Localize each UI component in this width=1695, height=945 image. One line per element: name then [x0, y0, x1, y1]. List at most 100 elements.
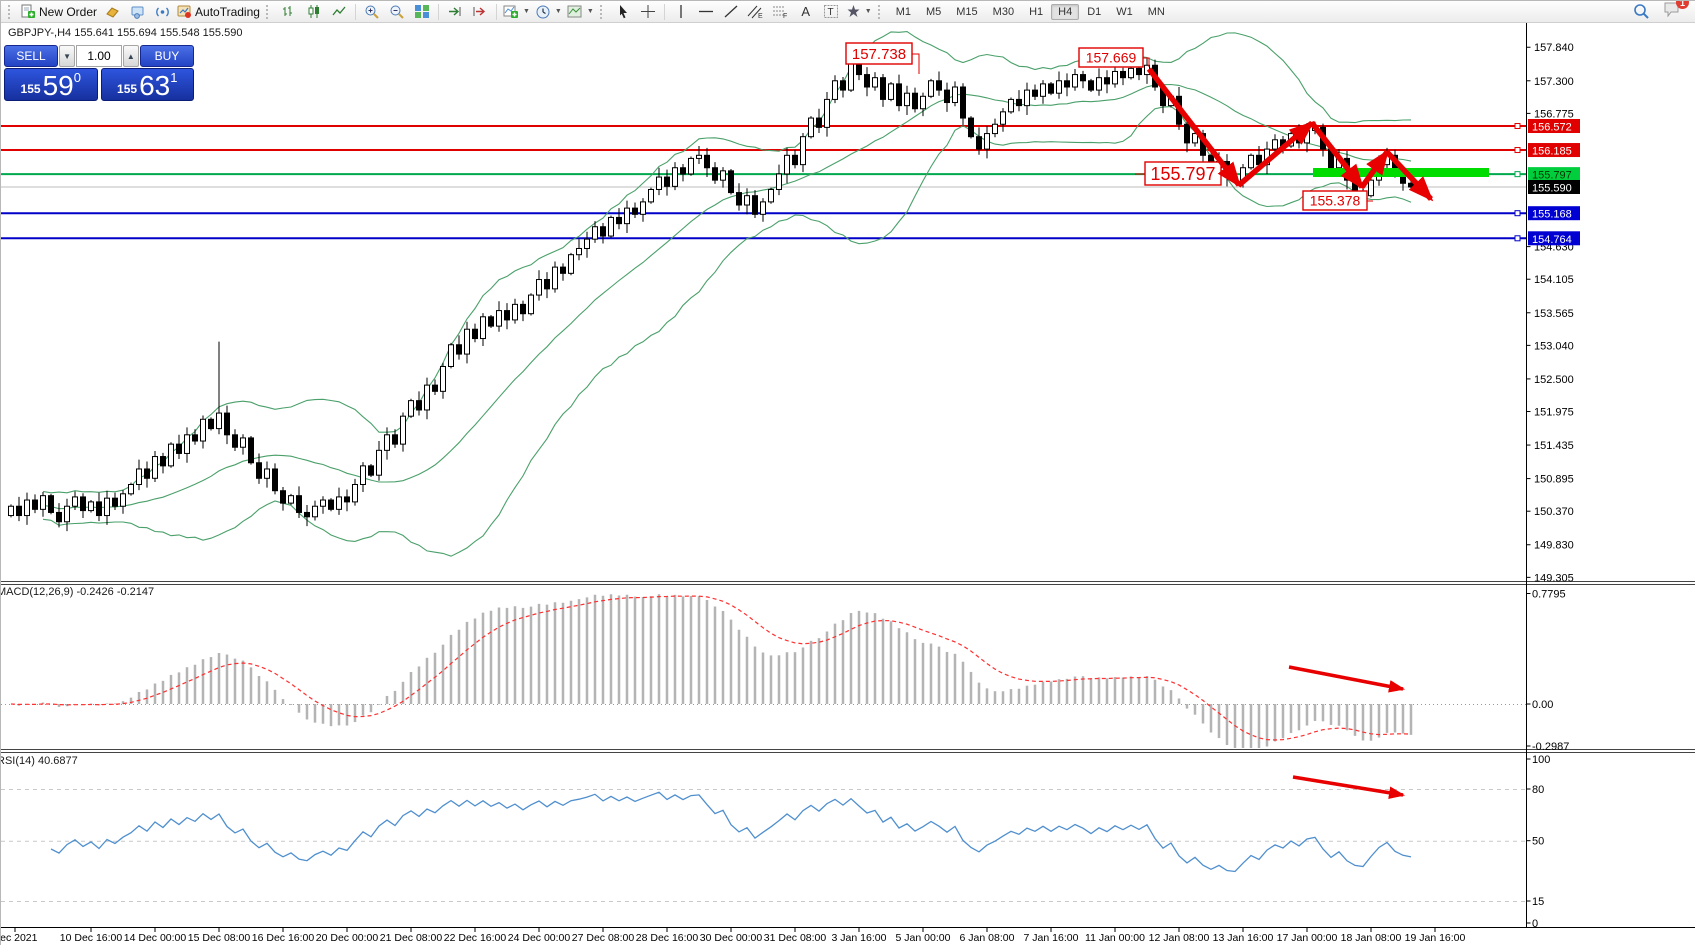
toolbar-grip[interactable] [265, 4, 273, 19]
timeframe-MN[interactable]: MN [1147, 5, 1165, 18]
signals-button[interactable] [150, 3, 174, 21]
candle-body [232, 434, 238, 448]
buy-button[interactable]: BUY [139, 45, 194, 67]
price-callout[interactable] [1302, 190, 1368, 211]
candles [8, 52, 1414, 532]
autotrading-button[interactable]: AutoTrading [175, 3, 262, 21]
shapes-tool-button[interactable]: ▼ [844, 3, 874, 21]
candle-body [920, 95, 926, 110]
candle-body [776, 173, 782, 190]
toolbar-grip[interactable] [599, 4, 607, 19]
line-chart-mode-button[interactable] [327, 3, 351, 21]
date-label: 21 Dec 08:00 [380, 932, 443, 944]
zigzag-arrow-segment[interactable] [1237, 120, 1315, 188]
candle-body [1248, 154, 1254, 169]
vertical-line-tool-button[interactable] [669, 3, 693, 21]
trend-arrows[interactable] [1146, 67, 1434, 799]
svg-text:100: 100 [1532, 754, 1550, 766]
buy-price-box[interactable]: 155 63 1 [100, 68, 194, 101]
timeframe-H1[interactable]: H1 [1029, 5, 1044, 18]
zigzag-arrow-segment[interactable] [1384, 150, 1434, 202]
periods-button[interactable]: ▼ [533, 3, 564, 21]
candle-body [1080, 74, 1086, 82]
line-handle[interactable] [1514, 210, 1521, 217]
zigzag-arrow-segment[interactable] [1309, 121, 1365, 190]
zoom-in-button[interactable] [360, 3, 384, 21]
macd-trend-arrow[interactable] [1288, 665, 1406, 693]
text-tool-button[interactable]: A [801, 4, 811, 19]
line-handle[interactable] [1514, 123, 1521, 129]
tile-windows-button[interactable] [410, 3, 434, 21]
sell-button[interactable]: SELL [4, 45, 59, 67]
autotrading-label: AutoTrading [195, 4, 260, 19]
candle-body [184, 434, 190, 454]
fibonacci-tool-button[interactable]: F [769, 3, 793, 21]
trendline-tool-button[interactable] [719, 3, 743, 21]
candle-body [832, 80, 838, 100]
volume-decrease-button[interactable]: ▼ [59, 45, 76, 67]
rsi-trend-arrow[interactable] [1292, 775, 1406, 799]
price-callout[interactable] [1078, 47, 1144, 68]
zoom-out-button[interactable] [385, 3, 409, 21]
timeframe-M1[interactable]: M1 [895, 5, 911, 18]
volume-input[interactable]: 1.00 [76, 45, 122, 67]
search-icon[interactable] [1629, 3, 1653, 21]
candle-body [520, 303, 526, 315]
timeframe-M5[interactable]: M5 [925, 5, 942, 18]
support-zone-rectangle[interactable] [1313, 168, 1489, 177]
candle-body [1272, 139, 1278, 150]
sell-price-box[interactable]: 155 59 0 [4, 68, 98, 101]
timeframe-M15[interactable]: M15 [956, 5, 978, 18]
candle-body [992, 123, 998, 135]
timeframe-W1[interactable]: W1 [1116, 5, 1133, 18]
svg-text:157.738: 157.738 [852, 46, 906, 63]
new-order-button[interactable]: New Order [19, 3, 99, 21]
templates-button[interactable]: ▼ [565, 3, 596, 21]
metaeditor-button[interactable] [100, 3, 124, 21]
auto-scroll-button[interactable] [443, 3, 467, 21]
channel-tool-button[interactable]: E [744, 3, 768, 21]
svg-text:155.797: 155.797 [1532, 170, 1572, 182]
bollinger-m [42, 83, 1412, 510]
zigzag-arrow-segment[interactable] [1359, 149, 1390, 189]
bollinger-bands [42, 31, 1412, 557]
crosshair-tool-button[interactable] [636, 3, 660, 21]
zigzag-arrow-segment[interactable] [1146, 67, 1242, 188]
candle-body [952, 86, 958, 104]
volume-increase-button[interactable]: ▲ [122, 45, 139, 67]
svg-text:0.7795: 0.7795 [1532, 589, 1566, 601]
bollinger-l [42, 106, 1412, 557]
svg-text:T: T [827, 7, 833, 18]
price-callout[interactable] [845, 42, 913, 65]
bar-chart-mode-button[interactable] [277, 3, 301, 21]
price-callouts[interactable]: 157.738 157.669 155.797 155.378 [845, 42, 1373, 211]
candlestick-mode-button[interactable] [302, 3, 326, 21]
price-axis[interactable]: 157.840157.300156.775154.630154.105153.5… [1526, 42, 1581, 584]
candle-body [1096, 77, 1102, 91]
text-label-tool-button[interactable]: T [819, 3, 843, 21]
chart-shift-button[interactable] [468, 3, 492, 21]
candle-body [872, 77, 878, 88]
line-handle[interactable] [1514, 235, 1521, 242]
candle-body [344, 496, 350, 503]
market-watch-button[interactable] [125, 3, 149, 21]
svg-text:157.840: 157.840 [1534, 42, 1574, 54]
notifications-button[interactable]: 1 [1663, 1, 1689, 22]
toolbar-grip[interactable] [877, 4, 885, 19]
horizontal-line-tool-button[interactable] [694, 3, 718, 21]
date-label: 6 Jan 08:00 [960, 932, 1015, 944]
toolbar-grip[interactable] [8, 4, 15, 19]
timeframe-H4[interactable]: H4 [1051, 3, 1080, 20]
timeframe-M30[interactable]: M30 [992, 5, 1015, 18]
line-handle[interactable] [1514, 171, 1521, 178]
indicators-button[interactable]: ▼ [501, 3, 532, 21]
macd-signal-line [10, 595, 1412, 741]
candle-body [912, 92, 918, 110]
timeframe-D1[interactable]: D1 [1087, 5, 1102, 18]
line-handle[interactable] [1514, 147, 1521, 154]
date-label: Dec 2021 [1, 932, 38, 944]
cursor-tool-button[interactable] [611, 3, 635, 21]
candle-body [528, 294, 534, 315]
